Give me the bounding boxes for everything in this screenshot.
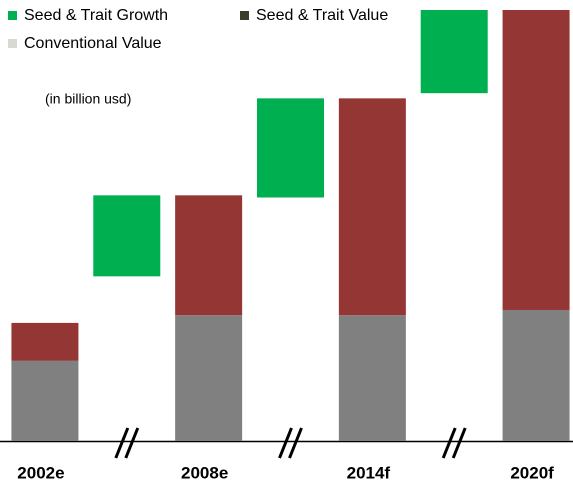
axis-break (451, 427, 467, 459)
legend-label: Seed & Trait Growth (24, 7, 168, 24)
bar-segment (175, 195, 243, 316)
legend-label: Conventional Value (24, 35, 162, 52)
axis-break (441, 427, 457, 459)
bar-segment (502, 10, 570, 310)
legend-marker (8, 11, 17, 20)
bar-segment (11, 360, 79, 441)
growth-bar (420, 10, 488, 94)
growth-bar (257, 98, 324, 198)
bar-segment (338, 98, 406, 316)
bar-segment (338, 315, 406, 441)
bar-segment (175, 315, 243, 441)
x-tick-label: 2008e (181, 463, 228, 482)
axis-break (124, 427, 140, 459)
x-tick-label: 2020f (510, 463, 554, 482)
subtitle: (in billion usd) (45, 91, 131, 107)
axis-break (288, 427, 303, 459)
legend-marker (240, 11, 249, 20)
legend-marker (8, 39, 17, 48)
bar-segment (11, 322, 79, 361)
growth-bar (93, 195, 161, 277)
axis-break (278, 427, 293, 459)
bar-segment (502, 309, 570, 441)
legend-label: Seed & Trait Value (256, 7, 388, 24)
axis-break (114, 427, 130, 459)
x-tick-label: 2002e (17, 463, 64, 482)
x-tick-label: 2014f (347, 463, 391, 482)
